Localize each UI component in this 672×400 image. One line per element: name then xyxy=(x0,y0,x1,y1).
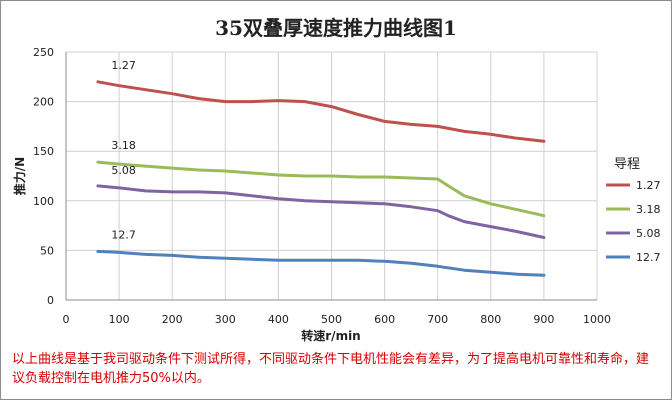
x-tick-label: 800 xyxy=(480,313,501,326)
legend-label-5.08: 5.08 xyxy=(636,227,661,240)
x-tick-label: 600 xyxy=(374,313,395,326)
legend-title: 导程 xyxy=(614,157,640,172)
series-annotation: 5.08 xyxy=(111,164,136,177)
x-tick-label: 1000 xyxy=(583,313,611,326)
chart-title: 35双叠厚速度推力曲线图1 xyxy=(215,16,457,40)
y-tick-label: 150 xyxy=(33,145,54,158)
x-tick-label: 200 xyxy=(162,313,183,326)
footnote: 以上曲线是基于我司驱动条件下测试所得，不同驱动条件下电机性能会有差异，为了提高电… xyxy=(12,352,650,386)
x-tick-label: 0 xyxy=(63,313,70,326)
y-tick-label: 200 xyxy=(33,96,54,109)
legend-label-1.27: 1.27 xyxy=(636,179,661,192)
y-tick-label: 250 xyxy=(33,46,54,59)
x-tick-label: 700 xyxy=(427,313,448,326)
x-tick-label: 300 xyxy=(215,313,236,326)
x-axis-title: 转速r/min xyxy=(301,328,360,343)
x-tick-label: 500 xyxy=(321,313,342,326)
series-annotation: 12.7 xyxy=(111,229,136,242)
y-tick-label: 50 xyxy=(40,244,54,257)
x-tick-label: 900 xyxy=(533,313,554,326)
series-annotation: 3.18 xyxy=(111,139,136,152)
x-tick-label: 100 xyxy=(109,313,130,326)
legend-label-12.7: 12.7 xyxy=(636,251,661,264)
legend-label-3.18: 3.18 xyxy=(636,203,661,216)
y-axis-title: 推力/N xyxy=(12,157,27,195)
series-line-12.7 xyxy=(96,249,546,277)
series-line-5.08 xyxy=(96,184,546,239)
y-tick-label: 0 xyxy=(47,294,54,307)
y-tick-label: 100 xyxy=(33,195,54,208)
series-annotation: 1.27 xyxy=(111,59,136,72)
x-tick-label: 400 xyxy=(268,313,289,326)
series-line-3.18 xyxy=(96,160,546,218)
series-line-1.27 xyxy=(96,80,546,143)
